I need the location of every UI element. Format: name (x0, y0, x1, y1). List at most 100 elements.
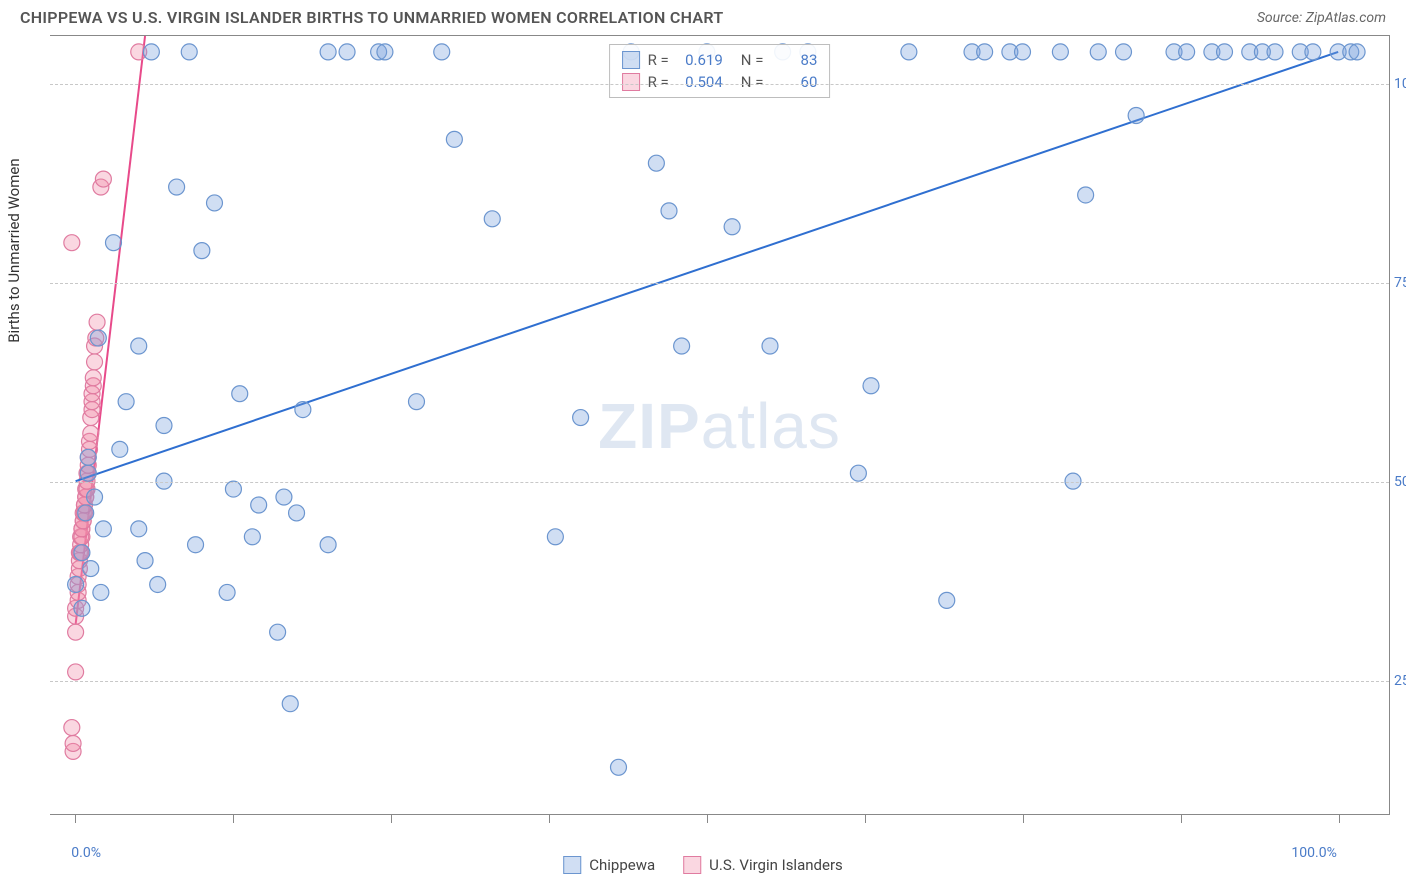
y-axis-title: Births to Unmarried Women (5, 158, 23, 342)
chippewa-point (295, 402, 311, 418)
legend-swatch (683, 856, 701, 874)
chippewa-point (90, 330, 106, 346)
usvi-point (68, 664, 84, 680)
chippewa-point (150, 576, 166, 592)
x-tick (549, 815, 550, 823)
legend-inset-row: R =0.504N =60 (622, 71, 818, 93)
chippewa-point (1015, 44, 1031, 60)
chippewa-point (188, 537, 204, 553)
chippewa-point (484, 211, 500, 227)
chippewa-point (131, 338, 147, 354)
chippewa-point (95, 521, 111, 537)
x-tick-label: 0.0% (71, 845, 101, 861)
chippewa-point (850, 465, 866, 481)
chippewa-point (409, 394, 425, 410)
legend-inset: R =0.619N =83R =0.504N =60 (609, 44, 831, 98)
chippewa-point (80, 449, 96, 465)
chippewa-point (232, 386, 248, 402)
chippewa-point (377, 44, 393, 60)
chippewa-point (276, 489, 292, 505)
chippewa-point (573, 410, 589, 426)
chippewa-point (320, 44, 336, 60)
chippewa-point (1090, 44, 1106, 60)
chippewa-point (1179, 44, 1195, 60)
chippewa-point (83, 561, 99, 577)
y-tick-label: 75.0% (1394, 275, 1406, 291)
chippewa-point (674, 338, 690, 354)
legend-swatch (622, 73, 640, 91)
title-bar: CHIPPEWA VS U.S. VIRGIN ISLANDER BIRTHS … (0, 0, 1406, 31)
x-axis-line (50, 814, 1389, 815)
chippewa-trend-line (76, 52, 1339, 481)
r-value: 0.504 (677, 73, 723, 91)
chippewa-point (169, 179, 185, 195)
bottom-legend-item: U.S. Virgin Islanders (683, 856, 843, 874)
chippewa-point (648, 155, 664, 171)
chippewa-point (547, 529, 563, 545)
legend-label: Chippewa (589, 856, 655, 874)
chippewa-point (1217, 44, 1233, 60)
legend-swatch (563, 856, 581, 874)
r-value: 0.619 (677, 51, 723, 69)
legend-swatch (622, 51, 640, 69)
usvi-point (83, 425, 99, 441)
chart-container: Births to Unmarried Women ZIPatlas R =0.… (50, 35, 1390, 815)
chippewa-point (225, 481, 241, 497)
usvi-point (85, 370, 101, 386)
x-tick (75, 815, 76, 823)
chippewa-point (724, 219, 740, 235)
y-tick-label: 100.0% (1394, 76, 1406, 92)
n-value: 60 (771, 73, 817, 91)
chippewa-point (80, 465, 96, 481)
gridline (50, 482, 1389, 483)
usvi-point (65, 735, 81, 751)
chippewa-point (611, 759, 627, 775)
chippewa-point (977, 44, 993, 60)
usvi-point (87, 354, 103, 370)
chippewa-point (156, 418, 172, 434)
x-tick (1181, 815, 1182, 823)
y-tick-label: 25.0% (1394, 673, 1406, 689)
chippewa-point (251, 497, 267, 513)
gridline (50, 283, 1389, 284)
x-tick (391, 815, 392, 823)
legend-label: U.S. Virgin Islanders (709, 856, 843, 874)
chippewa-point (244, 529, 260, 545)
r-label: R = (648, 73, 669, 91)
chippewa-point (1305, 44, 1321, 60)
chippewa-point (320, 537, 336, 553)
chippewa-point (74, 600, 90, 616)
chippewa-point (118, 394, 134, 410)
x-tick (707, 815, 708, 823)
x-tick (1023, 815, 1024, 823)
plot-svg (50, 36, 1389, 815)
usvi-point (68, 624, 84, 640)
n-value: 83 (771, 51, 817, 69)
chippewa-point (137, 553, 153, 569)
chippewa-point (1267, 44, 1283, 60)
bottom-legend: Chippewa U.S. Virgin Islanders (563, 856, 843, 874)
usvi-point (64, 720, 80, 736)
usvi-point (95, 171, 111, 187)
chippewa-point (105, 235, 121, 251)
chippewa-point (1116, 44, 1132, 60)
chippewa-point (446, 131, 462, 147)
bottom-legend-item: Chippewa (563, 856, 655, 874)
chippewa-point (181, 44, 197, 60)
x-tick (233, 815, 234, 823)
chippewa-point (206, 195, 222, 211)
chippewa-point (74, 545, 90, 561)
chippewa-point (939, 592, 955, 608)
y-tick-label: 50.0% (1394, 474, 1406, 490)
chippewa-point (194, 243, 210, 259)
usvi-point (64, 235, 80, 251)
chippewa-point (1052, 44, 1068, 60)
chippewa-point (1128, 108, 1144, 124)
source-label: Source: ZipAtlas.com (1257, 10, 1386, 26)
x-tick (865, 815, 866, 823)
chippewa-point (901, 44, 917, 60)
chippewa-point (112, 441, 128, 457)
n-label: N = (741, 51, 764, 69)
chippewa-point (219, 584, 235, 600)
chippewa-point (289, 505, 305, 521)
